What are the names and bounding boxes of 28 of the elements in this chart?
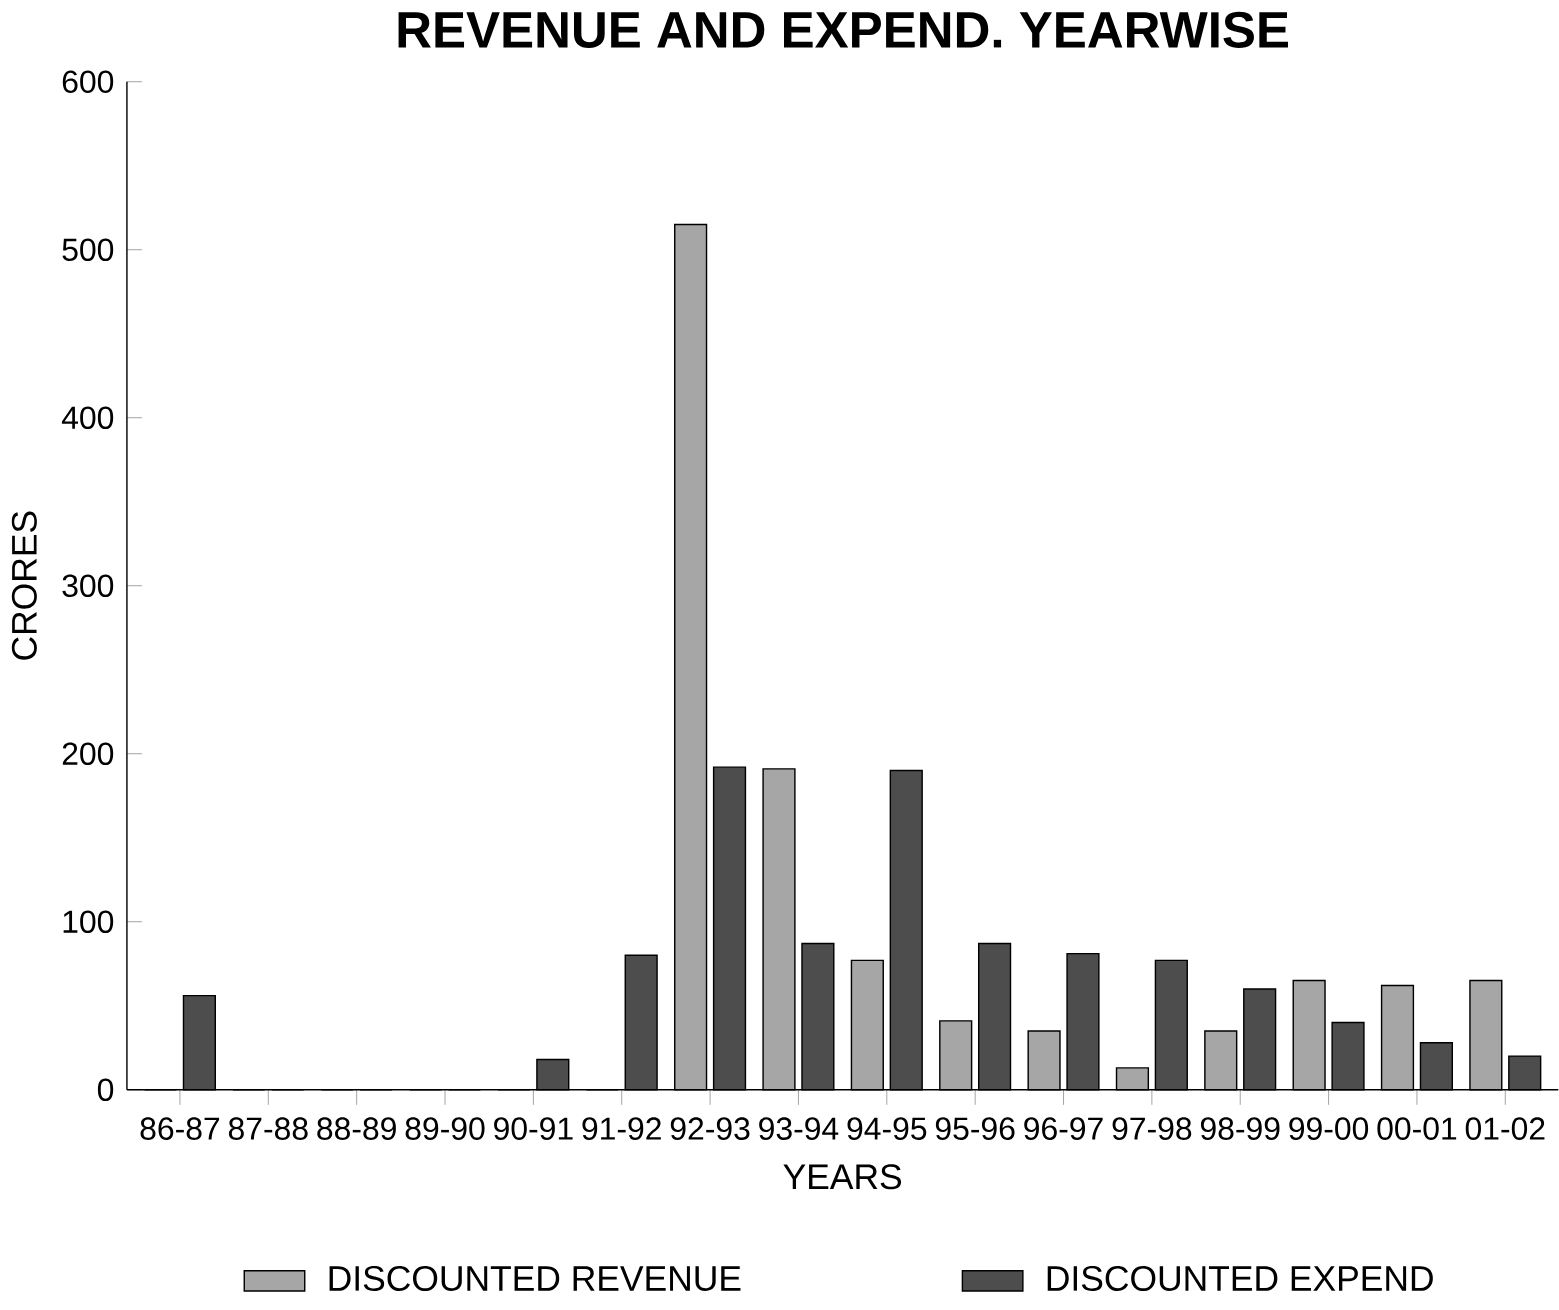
y-tick-label: 500 (62, 238, 114, 261)
y-tick-label: 100 (63, 910, 114, 933)
x-tick-label: 01-02 (1465, 1117, 1545, 1140)
legend-label: DISCOUNTED EXPEND (1047, 1265, 1433, 1291)
chart-title: REVENUE AND EXPEND. YEARWISE (398, 11, 1288, 48)
x-tick-label: 88-89 (317, 1117, 396, 1140)
y-tick-label: 400 (61, 406, 114, 429)
x-tick-label: 86-87 (140, 1117, 220, 1140)
x-tick-label: 89-90 (405, 1117, 485, 1140)
y-tick-label: 300 (62, 574, 114, 597)
y-tick-label: 200 (62, 742, 114, 765)
x-tick-label: 93-94 (759, 1117, 839, 1140)
x-tick-label: 97-98 (1112, 1117, 1192, 1140)
x-tick-label: 90-91 (494, 1117, 573, 1140)
x-tick-label: 91-92 (582, 1117, 661, 1140)
x-tick-label: 99-00 (1289, 1117, 1369, 1140)
x-axis-title: YEARS (783, 1164, 902, 1190)
x-tick-label: 96-97 (1024, 1117, 1103, 1140)
x-tick-label: 92-93 (670, 1117, 750, 1140)
x-tick-label: 98-99 (1200, 1117, 1280, 1140)
x-tick-label: 00-01 (1377, 1117, 1457, 1140)
x-tick-label: 95-96 (935, 1117, 1015, 1140)
y-axis-title: CRORES (11, 511, 37, 660)
legend-label: DISCOUNTED REVENUE (329, 1265, 741, 1291)
y-tick-label: 0 (97, 1078, 114, 1101)
x-tick-label: 94-95 (847, 1117, 927, 1140)
y-tick-label: 600 (62, 70, 114, 93)
x-tick-label: 87-88 (228, 1117, 308, 1140)
